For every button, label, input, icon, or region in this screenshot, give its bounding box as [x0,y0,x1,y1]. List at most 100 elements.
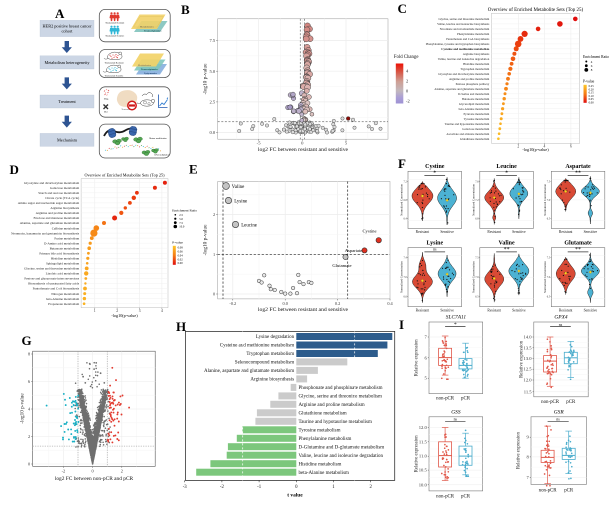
svg-text:2.5: 2.5 [209,99,215,104]
svg-text:F: F [398,156,406,171]
svg-text:non-pCR: non-pCR [539,489,558,494]
svg-text:5.0: 5.0 [179,217,183,221]
svg-text:13.5: 13.5 [524,345,533,350]
svg-text:11.5: 11.5 [524,389,533,394]
svg-text:Histidine metabolism: Histidine metabolism [299,462,342,467]
svg-text:Glyoxylate and dicarboxylate m: Glyoxylate and dicarboxylate metabolism [24,181,80,185]
svg-text:Glycine, serine and threonine: Glycine, serine and threonine metabolism [438,17,489,22]
svg-text:C: C [398,1,407,16]
svg-text:7.2: 7.2 [403,180,407,183]
svg-text:-2: -2 [62,469,66,474]
svg-text:Normalized Concentration: Normalized Concentration [543,261,547,293]
svg-text:Mechanism: Mechanism [57,138,78,143]
svg-text:Trastuzumab Sensitive: Trastuzumab Sensitive [105,36,124,38]
svg-text:Valine, leucine and isoleucine: Valine, leucine and isoleucine degradati… [438,57,490,62]
svg-text:Relative expression: Relative expression [415,339,420,376]
svg-text:Glycerolipid metabolism: Glycerolipid metabolism [459,102,490,106]
svg-text:Phenylalanine, tyrosine and tr: Phenylalanine, tyrosine and tryptophan b… [426,42,490,47]
svg-text:7.5: 7.5 [179,221,183,225]
svg-text:0.05: 0.05 [589,97,595,101]
svg-text:Cysteine and methionine metabo: Cysteine and methionine metabolism [441,47,489,51]
svg-text:Normalized Concentration: Normalized Concentration [471,261,475,293]
svg-text:Amino sugar and nucleotide sug: Amino sugar and nucleotide sugar metabol… [18,201,80,205]
svg-text:Glutamate: Glutamate [332,263,351,268]
svg-text:Enrichment Ratio: Enrichment Ratio [172,209,197,213]
svg-text:11.0: 11.0 [419,454,428,459]
svg-text:Aspartate: Aspartate [565,164,591,170]
svg-text:2.5: 2.5 [179,213,183,217]
svg-text:Propanoate metabolism: Propanoate metabolism [48,302,79,306]
svg-text:ns: ns [433,248,437,252]
svg-text:11.5: 11.5 [419,439,428,444]
svg-text:**: ** [575,171,581,177]
svg-text:Glyoxylate and dicarboxylate m: Glyoxylate and dicarboxylate metabolism [438,72,490,76]
svg-text:Leucine: Leucine [241,224,257,229]
svg-text:Tryptophan metabolism: Tryptophan metabolism [460,67,490,71]
svg-text:-log10 p-value: -log10 p-value [203,63,209,95]
svg-text:Biosynthesis of unsaturated fa: Biosynthesis of unsaturated fatty acids [28,282,80,286]
svg-text:*: * [505,171,508,177]
svg-text:Resistant: Resistant [487,308,501,312]
svg-text:Metabolomics: Metabolomics [140,26,154,29]
svg-text:2: 2 [116,309,118,313]
svg-text:Sensitive: Sensitive [512,308,526,312]
svg-text:-1: -1 [257,485,262,490]
svg-text:0.00: 0.00 [178,261,184,265]
svg-text:pCR: pCR [566,400,576,405]
svg-text:10.0: 10.0 [179,225,185,229]
svg-text:4: 4 [28,407,31,412]
svg-text:non-pCR: non-pCR [541,400,560,405]
svg-text:7.5: 7.5 [547,257,551,260]
svg-text:0.08: 0.08 [178,246,184,250]
svg-text:0.4: 0.4 [387,301,393,306]
svg-text:Sensitive: Sensitive [440,230,454,234]
svg-text:4: 4 [406,69,409,74]
svg-text:1: 1 [332,485,335,490]
svg-text:Lysine degradation: Lysine degradation [256,335,295,340]
svg-text:0.06: 0.06 [178,250,184,254]
svg-text:Drug: Drug [104,98,109,101]
svg-text:GSS: GSS [451,409,461,415]
svg-text:GSR: GSR [554,409,565,415]
svg-text:Alanine, aspartate and glutama: Alanine, aspartate and glutamate metabol… [434,87,490,92]
svg-text:-log10(p-value): -log10(p-value) [522,147,549,152]
svg-text:Resistant: Resistant [487,230,501,234]
svg-text:Normalized Concentration: Normalized Concentration [471,183,475,215]
svg-text:**: ** [504,247,510,253]
svg-text:Citrate cycle (TCA cycle): Citrate cycle (TCA cycle) [45,196,79,200]
svg-text:Nitrogen metabolism: Nitrogen metabolism [51,292,79,296]
svg-text:0: 0 [295,485,298,490]
svg-text:0.25: 0.25 [589,84,595,88]
svg-text:*: * [454,322,457,328]
svg-text:D-Glutamine and D-glutamate me: D-Glutamine and D-glutamate metabolism [299,445,385,450]
svg-text:6: 6 [425,355,428,360]
svg-text:Nicotinate and nicotinamide me: Nicotinate and nicotinamide metabolism [440,27,490,31]
svg-text:D-Serine and metabolism: D-Serine and metabolism [458,92,490,96]
svg-text:0.10: 0.10 [589,94,595,98]
svg-text:Tyrosine metabolism: Tyrosine metabolism [464,117,490,121]
svg-text:6: 6 [28,379,31,384]
svg-text:2: 2 [121,469,123,474]
svg-text:Normalized Concentration: Normalized Concentration [400,183,404,215]
svg-text:Aspartate: Aspartate [345,248,363,253]
svg-text:Arginine and proline metabolis: Arginine and proline metabolism [299,403,365,408]
svg-text:Taurine and hypotaurine metabo: Taurine and hypotaurine metabolism [445,122,490,126]
svg-text:0: 0 [301,141,304,146]
svg-text:Cysteine and methionine metabo: Cysteine and methionine metabolism [220,344,294,349]
svg-text:0.00: 0.00 [589,101,595,105]
svg-text:Valine, leucine and isoleucine: Valine, leucine and isoleucine degradati… [299,454,384,459]
svg-text:6.5: 6.5 [547,296,551,299]
svg-text:Arginine biosynthesis: Arginine biosynthesis [50,206,80,210]
svg-text:Valine: Valine [499,241,515,247]
svg-text:0.15: 0.15 [589,91,595,95]
svg-text:Taurine and hypotaurine metabo: Taurine and hypotaurine metabolism [299,420,372,425]
svg-text:2: 2 [213,212,215,217]
svg-text:12.0: 12.0 [419,425,428,430]
svg-text:Histone modification: Histone modification [149,137,167,140]
svg-text:Fold Change: Fold Change [394,55,419,60]
svg-text:1: 1 [213,252,215,257]
svg-text:-2: -2 [406,99,410,104]
svg-text:Galactose metabolism: Galactose metabolism [50,186,80,190]
svg-text:Pyruvate metabolism: Pyruvate metabolism [463,112,489,116]
svg-text:7: 7 [527,475,530,480]
